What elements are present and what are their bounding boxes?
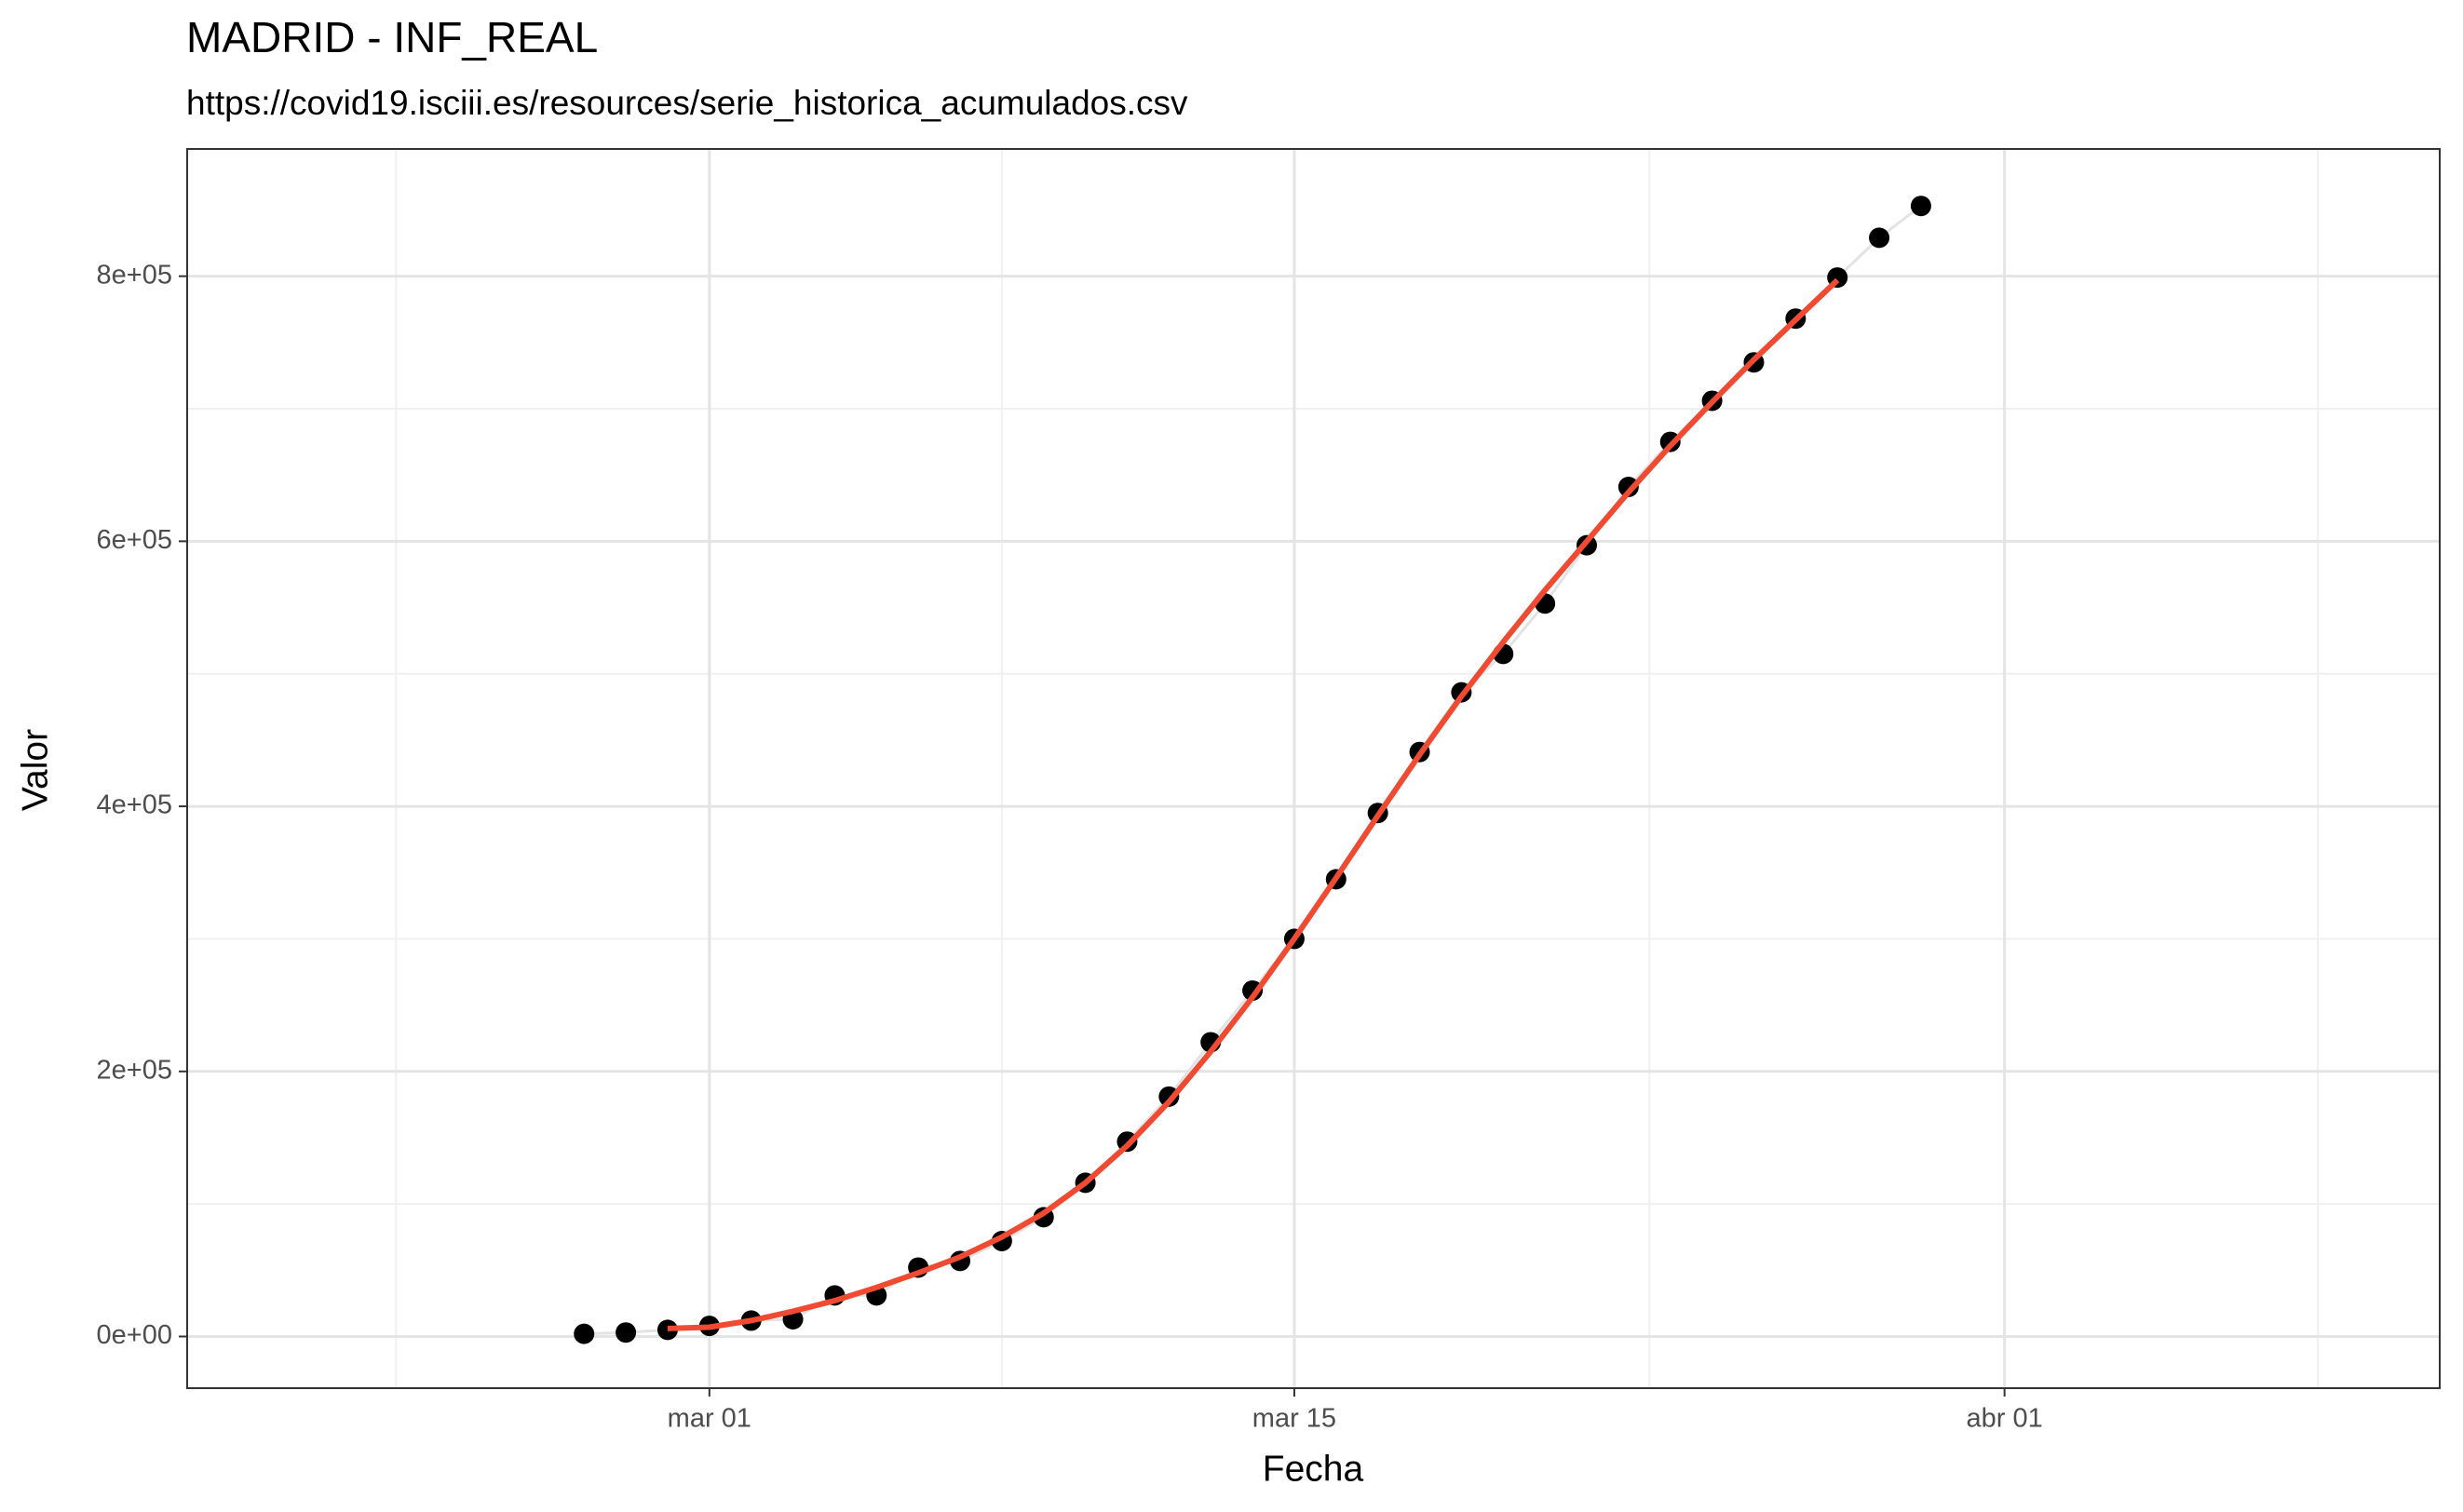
y-tick-label: 4e+05	[97, 790, 172, 820]
x-axis-title: Fecha	[1263, 1449, 1364, 1489]
y-tick-label: 0e+00	[97, 1320, 172, 1350]
data-point	[574, 1323, 595, 1344]
data-point	[656, 1319, 678, 1341]
fit-line	[667, 277, 1840, 1331]
y-axis-title: Valor	[15, 729, 55, 811]
data-point	[1869, 227, 1890, 249]
x-tick-label: abr 01	[1967, 1404, 2043, 1434]
plot-border	[186, 148, 2441, 1389]
y-tick-label: 6e+05	[97, 525, 172, 555]
chart-title: MADRID - INF_REAL	[186, 13, 598, 61]
data-point	[616, 1322, 637, 1343]
x-tick-label: mar 01	[668, 1404, 751, 1434]
y-tick-label: 8e+05	[97, 260, 172, 290]
chart-subtitle: https://covid19.isciii.es/resources/seri…	[186, 84, 1188, 122]
y-tick-label: 2e+05	[97, 1055, 172, 1085]
data-point	[1617, 477, 1639, 497]
data-point	[1910, 196, 1931, 217]
plot-background	[187, 149, 2440, 1388]
x-tick-label: mar 15	[1252, 1404, 1336, 1434]
